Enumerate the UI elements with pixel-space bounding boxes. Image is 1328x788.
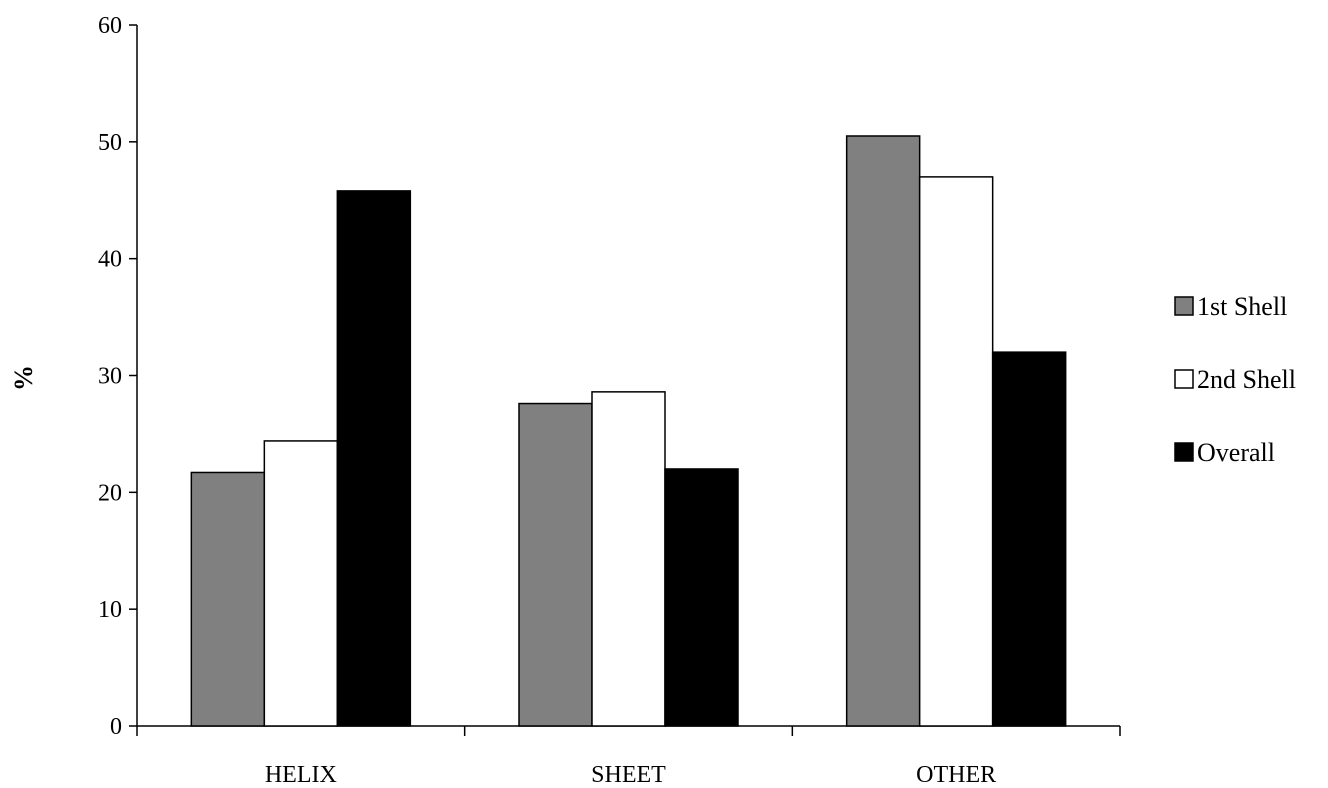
y-tick-label: 30 (98, 364, 122, 390)
y-tick-label: 0 (110, 714, 122, 740)
y-axis-label: % (9, 365, 38, 391)
bar-overall-other (991, 351, 1067, 727)
legend-swatch (1174, 296, 1194, 316)
legend-label: 1st Shell (1197, 292, 1287, 321)
y-tick-label: 10 (98, 597, 122, 623)
bar-1st-shell-sheet (518, 402, 593, 727)
x-category-label: HELIX (265, 762, 337, 788)
y-tick-label: 40 (98, 247, 122, 273)
x-category-label: SHEET (591, 762, 666, 788)
bar-overall-sheet (664, 468, 739, 727)
y-tick-label: 60 (98, 13, 122, 39)
bar-1st-shell-other (845, 135, 921, 727)
legend-swatch (1174, 442, 1194, 462)
legend-label: 2nd Shell (1197, 365, 1296, 394)
bar-2nd-shell-helix (263, 440, 339, 727)
legend-swatch (1174, 369, 1194, 389)
x-category-label: OTHER (916, 762, 996, 788)
y-tick-label: 20 (98, 480, 122, 506)
bar-2nd-shell-other (918, 176, 994, 727)
bar-overall-helix (336, 190, 412, 727)
bar-1st-shell-helix (190, 471, 266, 727)
legend-label: Overall (1197, 438, 1275, 467)
y-tick-label: 50 (98, 130, 122, 156)
bar-2nd-shell-sheet (591, 391, 666, 727)
